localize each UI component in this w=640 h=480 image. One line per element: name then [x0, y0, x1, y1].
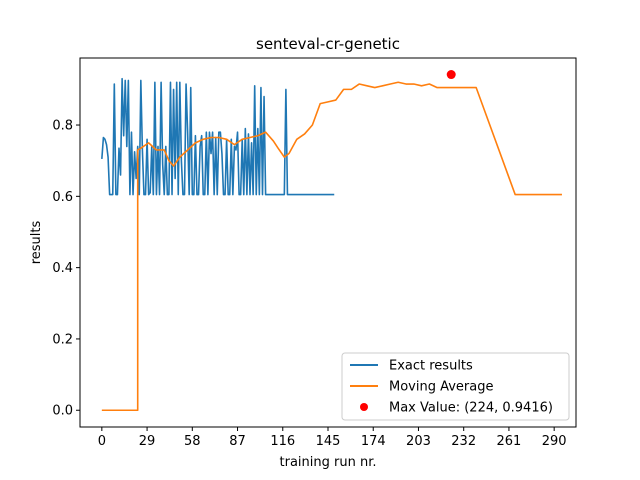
y-axis: 0.0 0.2 0.4 0.6 0.8 [52, 119, 80, 419]
x-tick-label: 145 [316, 434, 341, 449]
x-tick-label: 87 [229, 434, 246, 449]
series-line-exact-results [101, 77, 335, 196]
x-axis: 0 29 58 87 116 145 174 203 232 261 290 [98, 427, 567, 449]
legend-label-exact-results: Exact results [389, 359, 473, 374]
y-tick-label: 0.4 [52, 261, 73, 276]
legend: Exact results Moving Average Max Value: … [341, 352, 570, 421]
y-tick-label: 0.0 [52, 404, 73, 419]
x-tick-label: 290 [542, 434, 567, 449]
y-tick-label: 0.2 [52, 332, 73, 347]
x-tick-label: 58 [184, 434, 201, 449]
legend-label-max-value: Max Value: (224, 0.9416) [389, 401, 553, 416]
legend-marker-max-value [360, 403, 368, 411]
series-line-moving-average [101, 81, 562, 412]
chart-title: senteval-cr-genetic [256, 35, 400, 53]
series-layer [101, 77, 562, 412]
x-tick-label: 261 [497, 434, 522, 449]
max-value-point [446, 70, 456, 80]
y-tick-label: 0.6 [52, 190, 73, 205]
legend-box [341, 352, 570, 421]
x-tick-label: 0 [98, 434, 106, 449]
y-tick-label: 0.8 [52, 119, 73, 134]
x-axis-title: training run nr. [280, 455, 377, 470]
y-axis-title: results [29, 221, 44, 265]
legend-label-moving-average: Moving Average [389, 380, 493, 395]
x-tick-label: 174 [361, 434, 386, 449]
x-tick-label: 29 [139, 434, 156, 449]
x-tick-label: 203 [406, 434, 431, 449]
x-tick-label: 116 [270, 434, 295, 449]
x-tick-label: 232 [451, 434, 476, 449]
max-layer [446, 70, 456, 80]
